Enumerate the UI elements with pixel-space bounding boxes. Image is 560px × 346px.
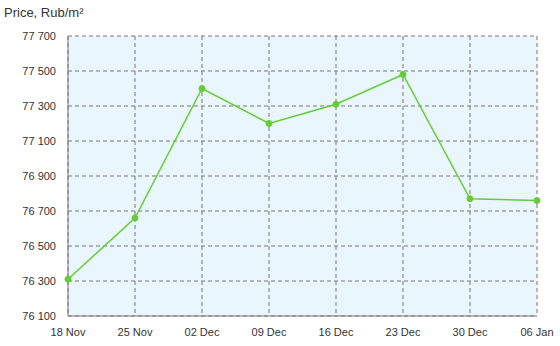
svg-text:23 Dec: 23 Dec [386,326,421,338]
svg-text:25 Nov: 25 Nov [118,326,153,338]
html-text:Price, Rub/m²: Price, Rub/m² [4,5,84,20]
svg-text:18 Nov: 18 Nov [51,326,86,338]
svg-text:16 Dec: 16 Dec [319,326,354,338]
svg-text:09 Dec: 09 Dec [252,326,287,338]
svg-text:77 300: 77 300 [22,100,56,112]
svg-text:77 700: 77 700 [22,30,56,42]
svg-text:76 500: 76 500 [22,240,56,252]
svg-text:77 100: 77 100 [22,135,56,147]
svg-text:76 300: 76 300 [22,275,56,287]
svg-text:02 Dec: 02 Dec [185,326,220,338]
svg-text:76 700: 76 700 [22,205,56,217]
svg-text:76 900: 76 900 [22,170,56,182]
svg-text:06 Jan: 06 Jan [520,326,552,338]
svg-text:76 100: 76 100 [22,310,56,322]
svg-text:77 500: 77 500 [22,65,56,77]
svg-text:30 Dec: 30 Dec [453,326,488,338]
